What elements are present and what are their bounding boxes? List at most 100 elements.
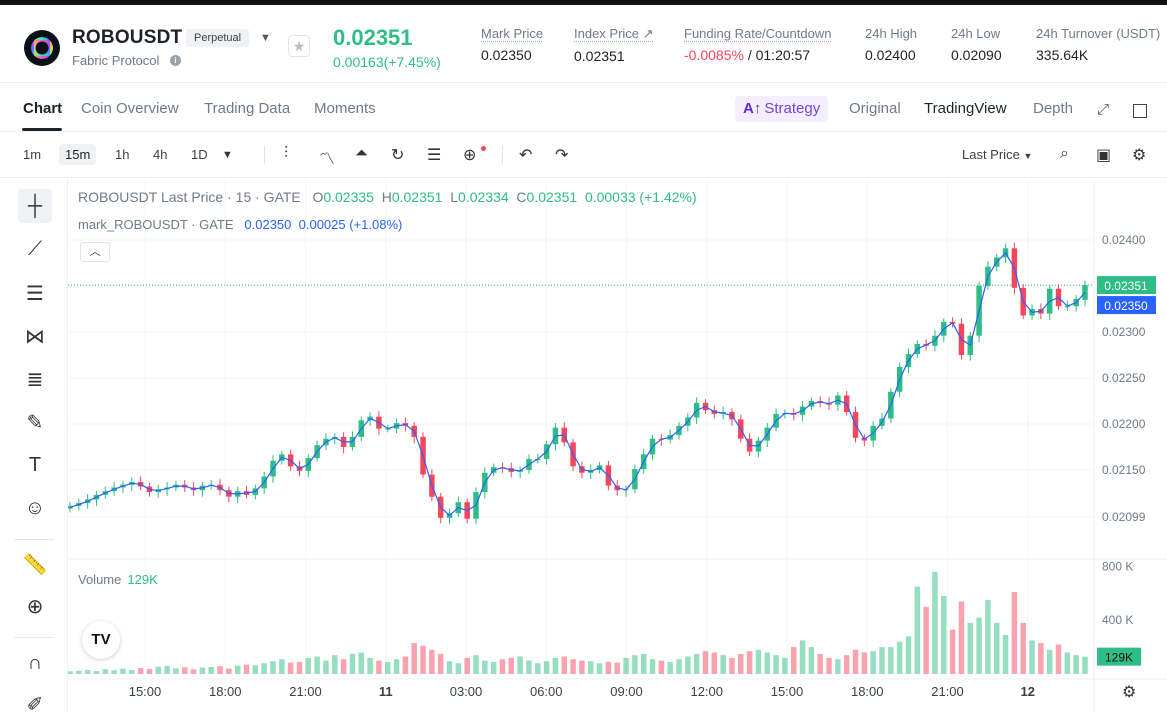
alert-icon[interactable]: ⏶ xyxy=(355,145,368,162)
volume-bar xyxy=(296,661,303,674)
volume-bar xyxy=(588,661,594,674)
timeframe-1d[interactable]: 1D xyxy=(191,147,208,162)
volume-bar xyxy=(852,649,859,674)
volume-bar xyxy=(870,651,876,674)
stat-index-price: Index Price ↗ 0.02351 xyxy=(574,26,654,64)
price-tick-label: 0.02200 xyxy=(1102,417,1146,431)
volume-bar xyxy=(1002,635,1009,674)
search-icon[interactable]: ⌕ xyxy=(1060,145,1069,162)
tab-coin-overview[interactable]: Coin Overview xyxy=(81,100,179,117)
tab-chart[interactable]: Chart xyxy=(23,100,63,117)
trend-line-icon[interactable]: ⟋ xyxy=(28,237,42,260)
tab-moments[interactable]: Moments xyxy=(314,100,376,117)
timeframe-4h[interactable]: 4h xyxy=(153,147,168,162)
view-depth[interactable]: Depth xyxy=(1033,100,1074,117)
volume-bar xyxy=(702,651,709,674)
symbol-dropdown-caret-icon[interactable]: ▼ xyxy=(260,32,271,44)
add-indicator-icon[interactable]: ⊕ xyxy=(463,147,477,164)
candlestick-chart[interactable]: 0.02400 0.02350 0.02300 0.02250 0.02200 0.021… xyxy=(67,179,1167,712)
volume-bar xyxy=(120,668,126,674)
mark-legend-change: 0.00025 (+1.08%) xyxy=(298,217,403,232)
mark-legend: mark_ROBOUSDT · GATE 0.02350 0.00025 (+1… xyxy=(78,217,402,232)
info-icon[interactable]: i xyxy=(170,55,181,66)
volume-bar xyxy=(164,665,170,674)
volume-bar xyxy=(429,649,435,674)
chart-toolbar: 1m 15m 1h 4h 1D ▼ ⫶ 〽 ⏶ ↻ ☰ ⊕ ↶ ↷ Last P… xyxy=(0,133,1167,178)
volume-tick-label: 800 K xyxy=(1102,559,1133,573)
stat-label[interactable]: Mark Price xyxy=(481,26,544,41)
camera-icon[interactable]: ▣ xyxy=(1096,147,1112,164)
stat-value: 0.02090 xyxy=(951,47,1002,63)
volume-bar xyxy=(385,661,391,674)
coin-logo xyxy=(24,30,60,66)
timeframe-1m[interactable]: 1m xyxy=(23,147,42,162)
stat-label: 24h High xyxy=(865,26,918,41)
stat-label[interactable]: Index Price ↗ xyxy=(574,26,654,41)
horizontal-lines-icon[interactable]: ☰ xyxy=(26,282,44,305)
volume-bar xyxy=(84,669,91,674)
timeframe-1h[interactable]: 1h xyxy=(115,147,130,162)
chart-settings-icon[interactable]: ⚙ xyxy=(1122,684,1137,701)
time-tick-label: 03:00 xyxy=(450,684,483,699)
symbol-name[interactable]: ROBOUSDT xyxy=(72,27,183,48)
time-tick-label: 21:00 xyxy=(289,684,322,699)
brush-icon[interactable]: ✎ xyxy=(26,411,44,434)
volume-bar xyxy=(182,667,188,674)
stat-24h-high: 24h High 0.02400 xyxy=(865,26,917,63)
price-type-select[interactable]: Last Price ▼ xyxy=(962,147,1032,162)
volume-bar xyxy=(261,663,267,674)
volume-bar xyxy=(402,656,409,674)
crosshair-icon[interactable]: ┼ xyxy=(18,189,52,223)
timeframe-dropdown-icon[interactable]: ▼ xyxy=(222,149,233,161)
fib-icon[interactable]: ≣ xyxy=(26,368,44,391)
templates-icon[interactable]: ☰ xyxy=(427,147,442,164)
volume-bar xyxy=(190,669,197,674)
coin-fullname: Fabric Protocol xyxy=(72,53,160,68)
stat-24h-low: 24h Low 0.02090 xyxy=(951,26,1002,63)
ai-icon: A↑ xyxy=(743,100,762,117)
gear-icon[interactable]: ⚙ xyxy=(1132,147,1147,164)
pattern-icon[interactable]: ⋈ xyxy=(25,325,45,348)
replay-icon[interactable]: ↻ xyxy=(391,147,405,164)
redo-icon[interactable]: ↷ xyxy=(555,147,569,164)
stat-label[interactable]: Funding Rate/Countdown xyxy=(684,26,832,41)
volume-bar xyxy=(499,659,506,674)
undo-icon[interactable]: ↶ xyxy=(519,147,533,164)
view-original[interactable]: Original xyxy=(849,100,901,117)
volume-bar xyxy=(764,652,770,674)
pencil-icon[interactable]: ✐ xyxy=(26,693,44,716)
collapse-legend-button[interactable]: ︿ xyxy=(80,242,110,262)
volume-bar xyxy=(552,657,559,674)
chart-area[interactable]: 0.02400 0.02350 0.02300 0.02250 0.02200 0.021… xyxy=(67,179,1167,712)
price-legend: ROBOUSDT Last Price · 15 · GATE O0.02335… xyxy=(78,189,697,205)
volume-bar xyxy=(270,661,276,674)
chart-tabs: Chart Coin Overview Trading Data Moments… xyxy=(0,88,1167,132)
volume-bar xyxy=(623,657,629,674)
indicators-icon[interactable]: 〽 xyxy=(319,151,336,168)
magnet-icon[interactable]: ∩ xyxy=(27,651,43,674)
tab-trading-data[interactable]: Trading Data xyxy=(204,100,291,117)
time-tick-label: 15:00 xyxy=(771,684,804,699)
emoji-icon[interactable]: ☺ xyxy=(24,496,46,519)
volume-tick-label: 400 K xyxy=(1102,613,1133,627)
view-tradingview[interactable]: TradingView xyxy=(924,100,1007,117)
timeframe-15m[interactable]: 15m xyxy=(59,144,97,165)
favorite-star-icon[interactable]: ★ xyxy=(288,35,310,57)
volume-bar xyxy=(1046,649,1053,674)
volume-last-tag-label: 129K xyxy=(1105,651,1133,665)
volume-bar xyxy=(976,617,982,674)
active-tab-indicator xyxy=(22,128,62,131)
volume-bar xyxy=(826,657,832,674)
strategy-button[interactable]: A↑ Strategy xyxy=(735,96,829,122)
text-icon[interactable]: T xyxy=(28,453,42,476)
volume-bar xyxy=(543,661,550,674)
volume-bar xyxy=(287,662,294,674)
zoom-in-icon[interactable]: ⊕ xyxy=(26,595,44,618)
expand-icon[interactable]: ⤢ xyxy=(1097,101,1110,118)
time-tick-label: 09:00 xyxy=(610,684,643,699)
candle-type-icon[interactable]: ⫶ xyxy=(284,145,289,162)
ruler-icon[interactable]: 📏 xyxy=(22,553,48,576)
volume-bar xyxy=(217,666,223,674)
fullscreen-icon[interactable] xyxy=(1133,104,1147,118)
tradingview-logo-icon[interactable]: TV xyxy=(82,621,120,659)
